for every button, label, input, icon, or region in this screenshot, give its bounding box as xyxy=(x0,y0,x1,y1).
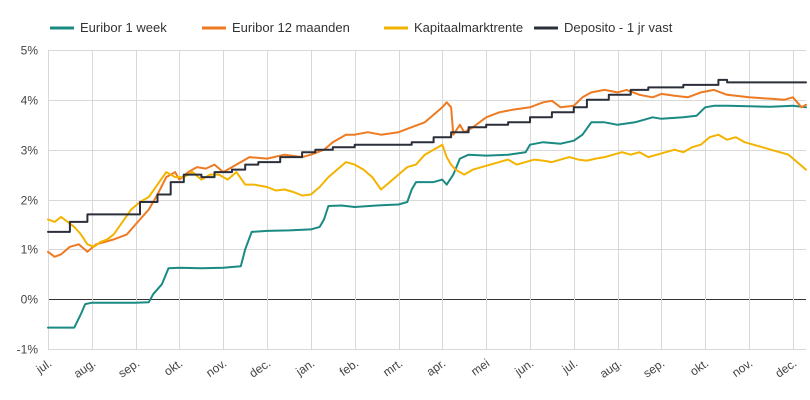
x-tick-label: okt. xyxy=(687,356,711,379)
legend: Euribor 1 week Euribor 12 maanden Kapitaal… xyxy=(50,20,673,35)
y-tick-label: 0% xyxy=(21,293,39,307)
y-tick-label: 1% xyxy=(21,243,39,257)
x-tick-label: dec. xyxy=(773,356,800,380)
x-tick-label: jul. xyxy=(559,356,580,377)
series-line-1 xyxy=(47,88,807,258)
x-tick-label: sep. xyxy=(116,356,143,380)
x-tick-label: mrt. xyxy=(380,356,405,379)
legend-item-label[interactable]: Deposito - 1 jr vast xyxy=(564,20,673,35)
x-tick-label: jun. xyxy=(512,356,537,379)
x-tick-label: jan. xyxy=(293,356,318,379)
x-tick-label: nov. xyxy=(729,356,755,380)
x-tick-label: aug. xyxy=(71,356,98,381)
x-tick-label: mei xyxy=(468,356,492,379)
series-line-0 xyxy=(47,104,807,329)
axes: -1% 0% 1% 2% 3% 4% 5% jul. aug. sep. okt. nov. dec. j… xyxy=(17,44,800,381)
y-tick-label: 5% xyxy=(21,44,39,58)
x-tick-label: aug. xyxy=(597,356,624,381)
x-tick-label: feb. xyxy=(337,356,361,379)
x-tick-label: jul. xyxy=(33,356,54,377)
x-tick-label: dec. xyxy=(247,356,274,380)
series-line-3 xyxy=(47,78,807,233)
y-tick-label: 4% xyxy=(21,94,39,108)
legend-item-label[interactable]: Euribor 1 week xyxy=(80,20,167,35)
x-tick-label: okt. xyxy=(161,356,185,379)
legend-item-label[interactable]: Kapitaalmarktrente xyxy=(414,20,523,35)
series-line-2 xyxy=(47,133,807,248)
x-tick-label: apr. xyxy=(424,356,448,379)
series-lines xyxy=(47,78,807,329)
grid xyxy=(48,50,806,350)
y-tick-label: -1% xyxy=(17,343,39,357)
y-tick-label: 3% xyxy=(21,144,39,158)
legend-item-label[interactable]: Euribor 12 maanden xyxy=(232,20,350,35)
y-tick-label: 2% xyxy=(21,194,39,208)
x-tick-label: nov. xyxy=(203,356,229,380)
x-tick-label: sep. xyxy=(641,356,668,380)
